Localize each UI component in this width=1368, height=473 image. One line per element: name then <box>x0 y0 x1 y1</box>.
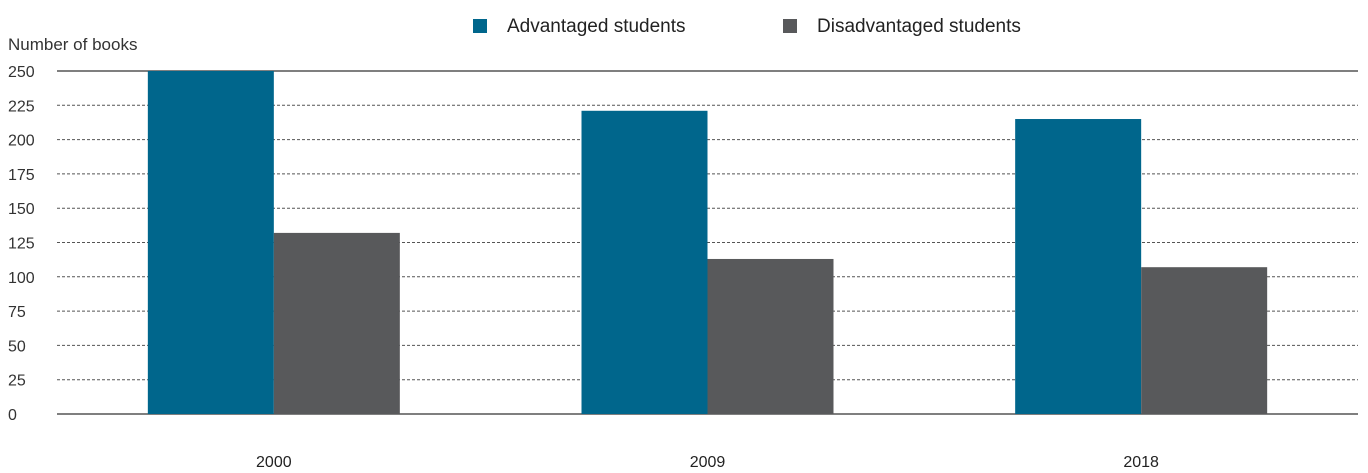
legend: Advantaged students Disadvantaged student… <box>473 16 1021 37</box>
y-tick-label: 25 <box>8 373 26 390</box>
y-axis-label: Number of books <box>8 35 137 54</box>
x-axis-labels: 2000 2009 2018 <box>256 454 1159 471</box>
x-tick-label: 2009 <box>690 454 726 471</box>
y-tick-label: 0 <box>8 407 17 424</box>
x-tick-label: 2018 <box>1123 454 1159 471</box>
bar-advantaged-2000 <box>147 71 274 414</box>
y-axis-ticks: 0 25 50 75 100 125 150 175 200 225 250 <box>8 64 35 424</box>
y-tick-label: 225 <box>8 98 35 115</box>
y-tick-label: 100 <box>8 270 35 287</box>
y-tick-label: 250 <box>8 64 35 81</box>
bar-disadvantaged-2018 <box>1141 267 1268 414</box>
bars <box>147 71 1268 415</box>
legend-swatch <box>783 19 797 33</box>
y-tick-label: 200 <box>8 133 35 150</box>
y-tick-label: 125 <box>8 236 35 253</box>
legend-label: Disadvantaged students <box>817 16 1021 37</box>
bar-advantaged-2018 <box>1015 119 1142 415</box>
y-tick-label: 50 <box>8 338 26 355</box>
x-tick-label: 2000 <box>256 454 292 471</box>
legend-swatch <box>473 19 487 33</box>
y-tick-label: 75 <box>8 304 26 321</box>
bar-advantaged-2009 <box>581 110 708 415</box>
legend-label: Advantaged students <box>507 16 686 37</box>
y-tick-label: 175 <box>8 167 35 184</box>
y-tick-label: 150 <box>8 201 35 218</box>
bar-disadvantaged-2000 <box>273 232 400 414</box>
bar-disadvantaged-2009 <box>707 258 834 414</box>
